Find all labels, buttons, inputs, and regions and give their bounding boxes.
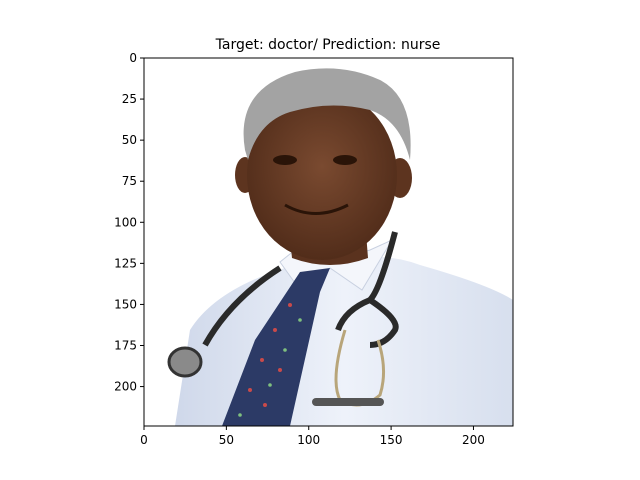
y-tick-label: 0	[129, 51, 137, 65]
y-tick-label: 150	[114, 297, 137, 311]
axes-frame	[143, 57, 514, 427]
y-tick-label: 25	[122, 92, 137, 106]
y-tick-label: 100	[114, 215, 137, 229]
y-tick-label: 200	[114, 380, 137, 394]
y-tick-label: 125	[114, 256, 137, 270]
x-tick-label: 200	[462, 433, 485, 447]
x-tick-label: 0	[140, 433, 148, 447]
y-axis: 0 25 50 75 100 125 150 175 200	[114, 51, 144, 394]
chart-title: Target: doctor/ Prediction: nurse	[215, 37, 441, 53]
portrait-image	[144, 58, 513, 426]
x-axis: 0 50 100 150 200	[140, 426, 485, 447]
y-tick-label: 175	[114, 339, 137, 353]
x-tick-label: 150	[380, 433, 403, 447]
y-tick-label: 50	[122, 133, 137, 147]
x-tick-label: 50	[219, 433, 234, 447]
y-tick-label: 75	[122, 174, 137, 188]
x-tick-label: 100	[297, 433, 320, 447]
